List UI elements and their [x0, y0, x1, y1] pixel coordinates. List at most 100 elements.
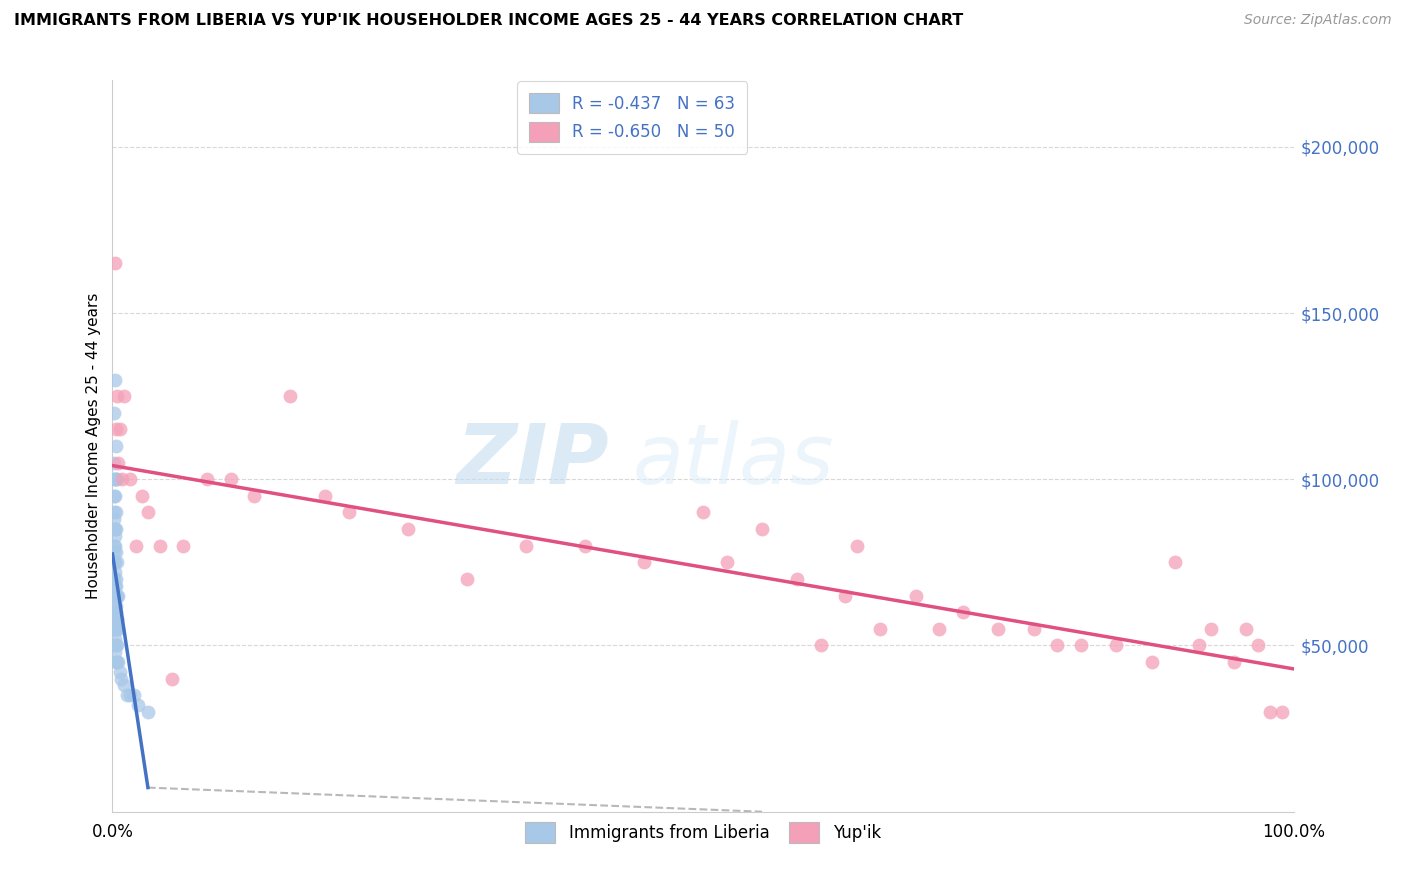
Point	[122, 689, 145, 703]
Point	[105, 639, 128, 653]
Point	[1164, 555, 1187, 569]
Point	[633, 555, 655, 569]
Point	[105, 605, 128, 619]
Point	[104, 645, 127, 659]
Point	[105, 599, 128, 613]
Point	[278, 389, 301, 403]
Point	[104, 622, 127, 636]
Point	[105, 439, 128, 453]
Point	[105, 622, 128, 636]
Point	[515, 539, 537, 553]
Point	[869, 622, 891, 636]
Point	[105, 655, 128, 669]
Point	[125, 539, 148, 553]
Point	[105, 612, 128, 626]
Point	[105, 612, 128, 626]
Point	[104, 256, 127, 270]
Point	[104, 605, 127, 619]
Point	[987, 622, 1010, 636]
Point	[751, 522, 773, 536]
Point	[243, 489, 266, 503]
Point	[103, 472, 125, 486]
Point	[834, 589, 856, 603]
Point	[103, 506, 125, 520]
Point	[103, 639, 125, 653]
Point	[105, 545, 128, 559]
Point	[845, 539, 868, 553]
Point	[149, 539, 172, 553]
Point	[104, 522, 127, 536]
Point	[172, 539, 194, 553]
Point	[105, 389, 128, 403]
Point	[136, 506, 159, 520]
Point	[104, 632, 127, 646]
Point	[928, 622, 950, 636]
Point	[112, 389, 135, 403]
Point	[103, 512, 125, 526]
Point	[120, 689, 142, 703]
Text: Source: ZipAtlas.com: Source: ZipAtlas.com	[1244, 13, 1392, 28]
Point	[574, 539, 596, 553]
Point	[103, 572, 125, 586]
Point	[103, 456, 125, 470]
Point	[1022, 622, 1045, 636]
Point	[105, 589, 128, 603]
Point	[104, 489, 127, 503]
Point	[104, 539, 127, 553]
Point	[219, 472, 242, 486]
Point	[1258, 705, 1281, 719]
Point	[103, 539, 125, 553]
Point	[692, 506, 714, 520]
Point	[104, 589, 127, 603]
Point	[108, 665, 131, 679]
Point	[108, 422, 131, 436]
Point	[810, 639, 832, 653]
Point	[1140, 655, 1163, 669]
Point	[160, 672, 183, 686]
Point	[103, 406, 125, 420]
Point	[456, 572, 478, 586]
Point	[104, 472, 127, 486]
Point	[337, 506, 360, 520]
Point	[1271, 705, 1294, 719]
Text: atlas: atlas	[633, 420, 834, 501]
Point	[105, 589, 128, 603]
Point	[105, 579, 128, 593]
Point	[103, 589, 125, 603]
Point	[1199, 622, 1222, 636]
Point	[314, 489, 336, 503]
Point	[105, 472, 128, 486]
Point	[904, 589, 927, 603]
Point	[104, 529, 127, 543]
Point	[105, 522, 128, 536]
Text: IMMIGRANTS FROM LIBERIA VS YUP'IK HOUSEHOLDER INCOME AGES 25 - 44 YEARS CORRELAT: IMMIGRANTS FROM LIBERIA VS YUP'IK HOUSEH…	[14, 13, 963, 29]
Point	[103, 489, 125, 503]
Point	[104, 566, 127, 580]
Point	[131, 489, 153, 503]
Point	[396, 522, 419, 536]
Point	[103, 605, 125, 619]
Point	[103, 622, 125, 636]
Point	[104, 555, 127, 569]
Point	[786, 572, 808, 586]
Point	[1223, 655, 1246, 669]
Y-axis label: Householder Income Ages 25 - 44 years: Householder Income Ages 25 - 44 years	[86, 293, 101, 599]
Point	[716, 555, 738, 569]
Point	[105, 422, 128, 436]
Point	[110, 672, 132, 686]
Point	[104, 622, 127, 636]
Point	[1247, 639, 1270, 653]
Text: ZIP: ZIP	[456, 420, 609, 501]
Point	[107, 622, 129, 636]
Point	[105, 506, 128, 520]
Point	[1046, 639, 1069, 653]
Point	[104, 372, 127, 386]
Point	[107, 589, 129, 603]
Point	[105, 572, 128, 586]
Point	[1234, 622, 1257, 636]
Point	[103, 612, 125, 626]
Point	[104, 599, 127, 613]
Point	[115, 689, 138, 703]
Point	[103, 522, 125, 536]
Point	[127, 698, 149, 713]
